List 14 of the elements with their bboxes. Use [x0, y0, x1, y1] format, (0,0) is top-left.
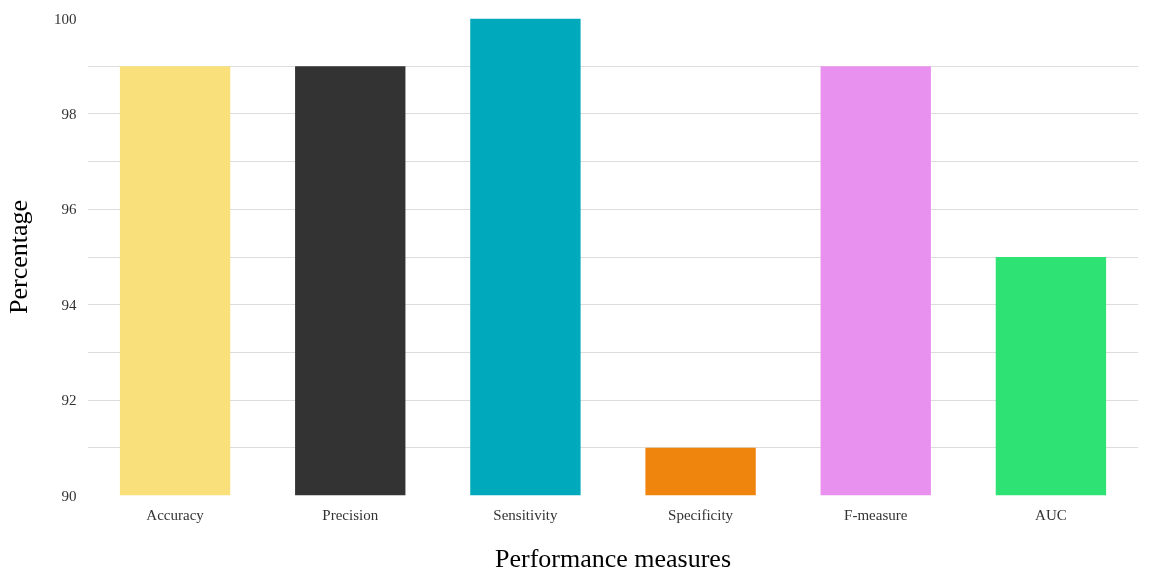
y-tick-label: 94 — [61, 296, 77, 313]
y-tick-label: 92 — [61, 392, 77, 409]
y-tick-label: 100 — [54, 10, 77, 27]
y-tick-label: 98 — [61, 105, 77, 122]
y-tick-label: 96 — [61, 201, 77, 218]
x-tick-label: Precision — [322, 506, 379, 523]
x-tick-label: Accuracy — [146, 506, 205, 523]
x-tick-label: F-measure — [844, 506, 908, 523]
x-axis-title: Performance measures — [494, 543, 732, 573]
x-tick-label: AUC — [1035, 506, 1067, 523]
x-tick-label: Specificity — [668, 506, 734, 523]
y-tick-label: 90 — [61, 487, 77, 504]
x-tick-label: Sensitivity — [493, 506, 558, 523]
y-axis-title: Percentage — [4, 199, 33, 315]
